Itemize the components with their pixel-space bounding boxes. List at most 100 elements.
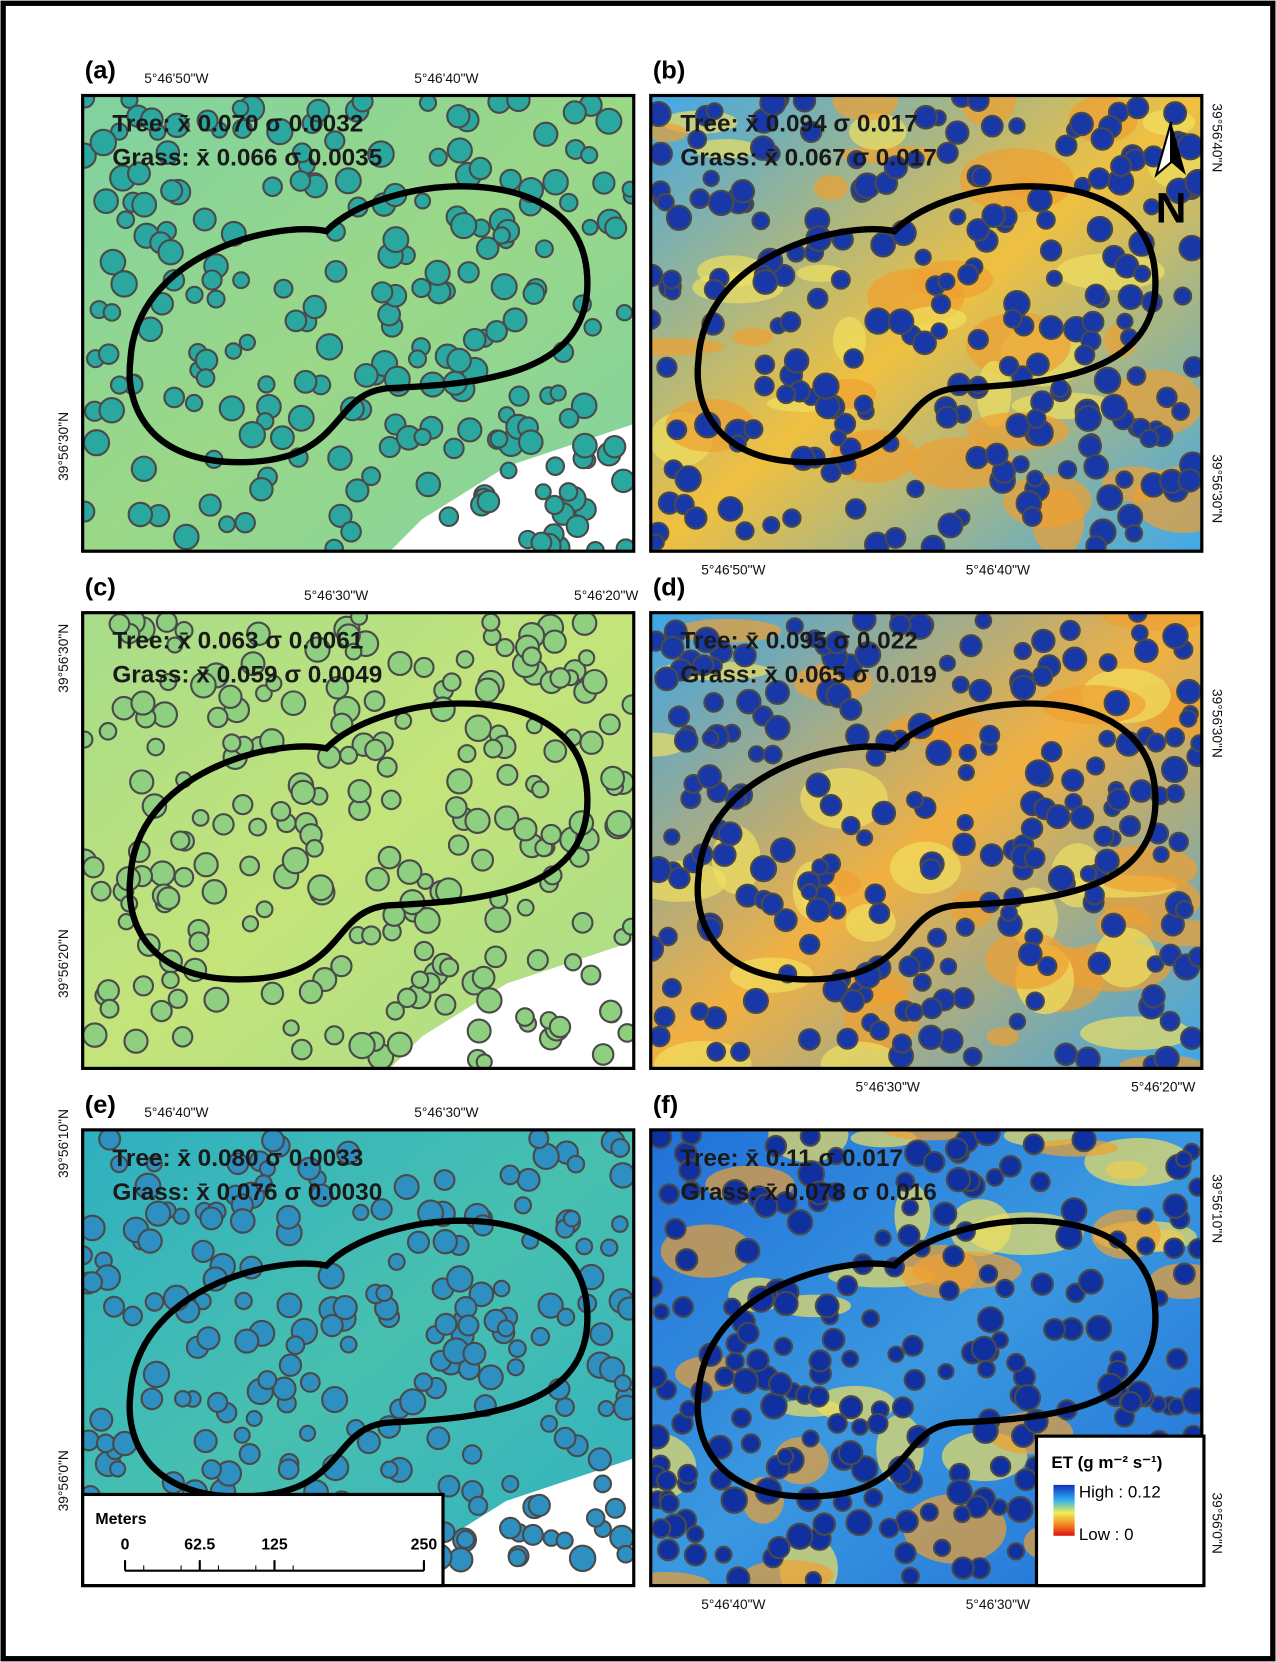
tree-crown: [821, 795, 841, 815]
tree-crown: [704, 693, 723, 712]
tree-crown: [272, 802, 291, 821]
tree-crown: [463, 1445, 481, 1463]
tree-crown: [1010, 1014, 1025, 1029]
tree-crown: [544, 631, 566, 653]
tree-crown: [1135, 639, 1158, 662]
tree-crown: [719, 822, 742, 845]
tree-crown: [812, 859, 827, 874]
tree-crown: [802, 884, 817, 899]
tree-crown: [823, 1329, 844, 1350]
tree-crown: [186, 287, 202, 303]
tree-crown: [703, 730, 718, 745]
tree-crown: [1027, 354, 1049, 376]
stat-text: Grass: x̄ 0.067 σ 0.017: [680, 144, 936, 171]
tree-crown: [857, 830, 872, 845]
tree-crown: [1137, 1238, 1154, 1255]
tree-crown: [195, 1430, 217, 1452]
tree-crown: [663, 979, 681, 997]
scale-label: 125: [261, 1537, 288, 1554]
tree-crown: [657, 1471, 676, 1490]
tree-crown: [1033, 667, 1052, 686]
tree-crown: [447, 105, 469, 127]
tree-crown: [1079, 435, 1101, 457]
tree-crown: [82, 1272, 102, 1292]
tree-crown: [822, 463, 841, 482]
legend-high: High : 0.12: [1079, 1483, 1161, 1502]
tree-crown: [100, 723, 116, 739]
tree-crown: [599, 1401, 614, 1416]
tree-crown: [292, 1040, 311, 1059]
tree-crown: [974, 1120, 999, 1145]
tree-crown: [751, 856, 776, 881]
tree-crown: [291, 171, 310, 190]
tree-crown: [1075, 345, 1094, 364]
tree-crown: [1148, 956, 1164, 972]
tree-crown: [355, 364, 378, 387]
longitude-label: 5°46'40"W: [701, 1597, 765, 1612]
tree-crown: [799, 1029, 820, 1050]
tree-crown: [1100, 654, 1117, 671]
tree-crown: [654, 1304, 669, 1319]
tree-crown: [378, 758, 397, 777]
tree-crown: [732, 180, 754, 202]
tree-crown: [174, 525, 198, 549]
tree-crown: [842, 990, 863, 1011]
tree-crown: [781, 312, 800, 331]
tree-crown: [652, 1519, 670, 1537]
tree-crown: [1031, 1173, 1050, 1192]
tree-crown: [507, 89, 529, 111]
tree-crown: [388, 652, 411, 675]
tree-crown: [924, 1152, 944, 1172]
tree-crown: [862, 1310, 879, 1327]
longitude-label: 5°46'30"W: [414, 1105, 478, 1120]
tree-crown: [1120, 816, 1140, 836]
tree-crown: [226, 343, 241, 358]
tree-crown: [501, 1166, 520, 1185]
tree-crown: [334, 1296, 357, 1319]
tree-crown: [868, 1414, 887, 1433]
tree-crown: [1000, 357, 1018, 375]
tree-crown: [514, 818, 536, 840]
tree-crown: [1061, 621, 1080, 640]
tree-crown: [567, 516, 588, 537]
tree-crown: [831, 430, 846, 445]
tree-crown: [131, 692, 154, 715]
tree-crown: [129, 503, 152, 526]
tree-crown: [479, 1365, 503, 1389]
tree-crown: [1015, 643, 1031, 659]
panel-label: (a): [85, 57, 116, 85]
tree-crown: [810, 1350, 831, 1371]
tree-crown: [508, 1359, 524, 1375]
tree-crown: [1170, 833, 1188, 851]
tree-crown: [415, 1373, 432, 1390]
tree-crown: [946, 1138, 967, 1159]
tree-crown: [747, 1350, 768, 1371]
tree-crown: [1059, 461, 1076, 478]
tree-crown: [146, 1293, 164, 1311]
latitude-label: 39°56'30"N: [1209, 689, 1224, 758]
tree-crown: [752, 213, 769, 230]
tree-crown: [582, 966, 601, 985]
tree-crown: [292, 781, 315, 804]
tree-crown: [1087, 758, 1104, 775]
tree-crown: [235, 513, 254, 532]
tree-crown: [510, 387, 529, 406]
tree-crown: [875, 1230, 890, 1245]
tree-crown: [395, 713, 411, 729]
tree-crown: [733, 1369, 757, 1393]
tree-crown: [969, 330, 988, 349]
tree-crown: [257, 901, 273, 917]
tree-crown: [870, 1021, 888, 1039]
tree-crown: [742, 1434, 760, 1452]
tree-crown: [457, 651, 474, 668]
tree-crown: [840, 699, 861, 720]
scale-bar: Meters062.5125250: [83, 1494, 443, 1585]
tree-crown: [669, 868, 689, 888]
tree-crown: [195, 853, 218, 876]
tree-crown: [889, 309, 913, 333]
tree-crown: [828, 1414, 847, 1433]
tree-crown: [247, 1411, 262, 1426]
tree-crown: [417, 473, 440, 496]
tree-crown: [657, 358, 676, 377]
tree-crown: [589, 1448, 611, 1470]
